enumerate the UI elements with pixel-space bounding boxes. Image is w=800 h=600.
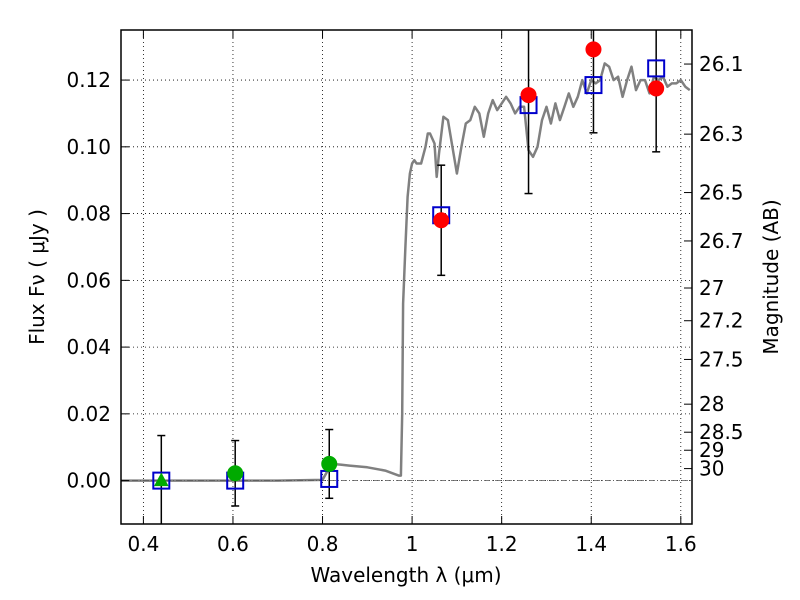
circle-marker — [433, 212, 450, 229]
axis-ticks — [121, 30, 692, 524]
right-tick-label: 26.1 — [699, 52, 744, 76]
circle-marker — [585, 41, 602, 58]
x-tick-label: 1.4 — [575, 532, 607, 556]
right-tick-label: 29 — [699, 438, 724, 462]
x-tick-label: 1 — [406, 532, 419, 556]
right-axis-title: Magnitude (AB) — [759, 199, 783, 354]
right-tick-label: 26.5 — [699, 181, 744, 205]
x-tick-label: 0.8 — [307, 532, 339, 556]
y-tick-label: 0.02 — [66, 402, 111, 426]
y-tick-label: 0.00 — [66, 469, 111, 493]
circle-marker — [321, 455, 338, 472]
x-tick-label: 0.4 — [127, 532, 159, 556]
y-tick-label: 0.10 — [66, 135, 111, 159]
right-tick-label: 30 — [699, 457, 724, 481]
square-marker — [584, 76, 603, 95]
y-tick-label: 0.08 — [66, 202, 111, 226]
right-tick-label: 27.5 — [699, 347, 744, 371]
right-tick-label: 28.5 — [699, 420, 744, 444]
x-tick-label: 0.6 — [217, 532, 249, 556]
tick-labels: 0.4 0.6 0.8 1 1.2 1.4 1.6 0.00 0.02 0.04 0.06 0.08 0… — [66, 52, 743, 556]
right-tick-label: 27 — [699, 276, 724, 300]
model-spectrum-line — [121, 62, 691, 482]
x-tick-label: 1.2 — [486, 532, 518, 556]
model-spectrum-layer — [121, 62, 691, 482]
x-axis-title: Wavelength λ (μm) — [310, 563, 501, 587]
triangle-marker — [153, 472, 169, 487]
plot-frame — [120, 29, 693, 525]
y-tick-label: 0.06 — [66, 268, 111, 292]
y-tick-label: 0.04 — [66, 335, 111, 359]
y-axis-title: Flux Fν ( μJy ) — [25, 209, 49, 345]
x-tick-label: 1.6 — [665, 532, 697, 556]
y-tick-label: 0.12 — [66, 68, 111, 92]
circle-marker — [227, 465, 244, 482]
right-tick-label: 28 — [699, 392, 724, 416]
circle-marker — [648, 80, 665, 97]
right-tick-label: 27.2 — [699, 309, 744, 333]
data-markers — [152, 41, 666, 490]
circle-marker — [520, 87, 537, 104]
right-tick-label: 26.7 — [699, 229, 744, 253]
square-marker — [647, 59, 666, 78]
right-tick-label: 26.3 — [699, 122, 744, 146]
